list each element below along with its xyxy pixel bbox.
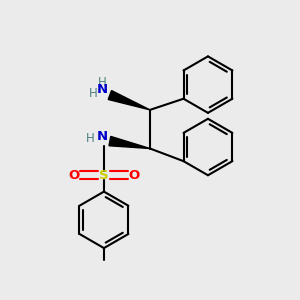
Text: N: N bbox=[97, 83, 108, 96]
Text: H: H bbox=[86, 132, 95, 145]
Text: N: N bbox=[97, 130, 108, 143]
Text: O: O bbox=[128, 169, 139, 182]
Text: H: H bbox=[89, 87, 98, 100]
Text: S: S bbox=[99, 169, 109, 182]
Polygon shape bbox=[108, 91, 150, 110]
Polygon shape bbox=[109, 136, 150, 148]
Text: H: H bbox=[98, 76, 107, 89]
Text: O: O bbox=[69, 169, 80, 182]
